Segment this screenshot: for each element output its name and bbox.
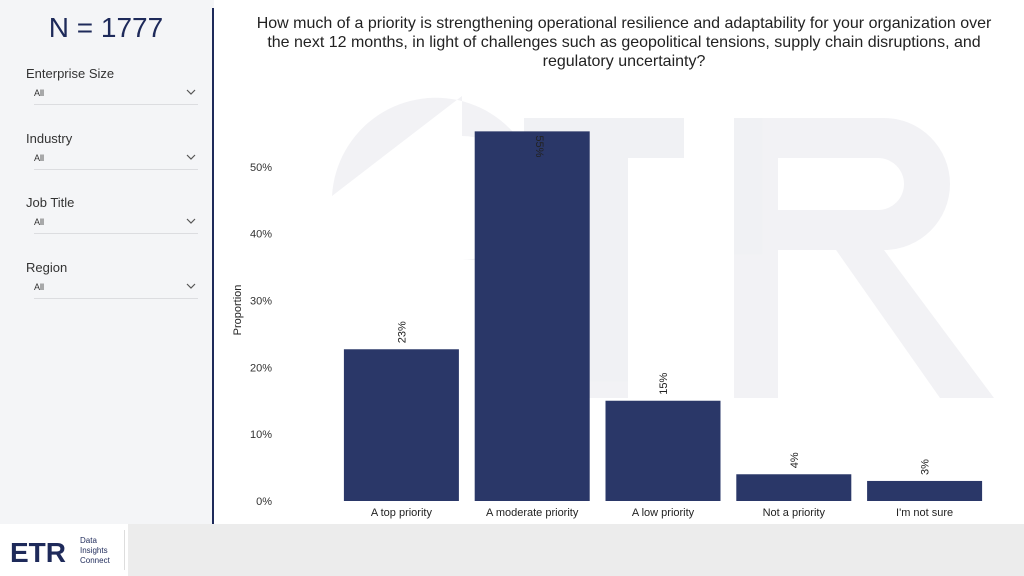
filter-label: Job Title [26, 195, 75, 210]
data-label: 3% [920, 459, 932, 475]
logo-divider [124, 530, 125, 570]
dropdown-value: All [34, 88, 45, 98]
footer-band [128, 524, 1024, 576]
logo-line-3: Connect [80, 556, 111, 565]
logo-mark: ETR [10, 537, 66, 568]
y-tick-label: 10% [250, 429, 272, 441]
chevron-down-icon [186, 218, 196, 224]
enterprise-size-dropdown[interactable]: All [34, 84, 198, 105]
filter-industry: Industry All [26, 131, 198, 170]
bar [474, 131, 590, 501]
x-tick-label: A moderate priority [486, 507, 579, 519]
chevron-down-icon [186, 89, 196, 95]
data-label: 55% [533, 135, 545, 157]
logo-line-2: Insights [80, 546, 108, 555]
y-tick-label: 40% [250, 229, 272, 241]
y-tick-label: 50% [250, 162, 272, 174]
logo-line-1: Data [80, 536, 97, 545]
chart-panel: 0% 10% 20% 30% 40% 50% Proportion A top priorit… [214, 0, 1024, 524]
dropdown-value: All [34, 153, 45, 163]
x-tick-label: I'm not sure [896, 507, 953, 519]
filter-label: Region [26, 260, 68, 275]
bar [867, 480, 983, 501]
footer: ETR Data Insights Connect [0, 524, 1024, 576]
filter-region: Region All [26, 260, 198, 299]
data-label: 4% [789, 452, 801, 468]
x-tick-label: Not a priority [763, 507, 826, 519]
etr-logo: ETR Data Insights Connect [10, 536, 111, 568]
bar [736, 474, 852, 501]
data-label: 15% [658, 373, 670, 395]
filter-label: Industry [26, 131, 73, 146]
data-label: 23% [396, 321, 408, 343]
x-tick-label: A top priority [371, 507, 433, 519]
bar [343, 349, 459, 501]
y-axis-label: Proportion [232, 285, 244, 336]
region-dropdown[interactable]: All [34, 278, 198, 299]
bar [605, 400, 721, 501]
y-tick-label: 20% [250, 362, 272, 374]
job-title-dropdown[interactable]: All [34, 213, 198, 234]
dropdown-value: All [34, 217, 45, 227]
chart-title: How much of a priority is strengthening … [256, 15, 992, 70]
x-tick-label: A low priority [632, 507, 695, 519]
industry-dropdown[interactable]: All [34, 149, 198, 170]
bar-chart: 0% 10% 20% 30% 40% 50% Proportion A top priorit… [232, 96, 994, 519]
dropdown-value: All [34, 282, 45, 292]
chevron-down-icon [186, 154, 196, 160]
filter-enterprise-size: Enterprise Size All [26, 66, 198, 105]
sample-size-label: N = 1777 [48, 12, 164, 43]
filter-label: Enterprise Size [26, 66, 115, 81]
sidebar-divider [212, 8, 214, 524]
filter-sidebar: N = 1777 Enterprise Size All Industry Al… [0, 0, 212, 524]
y-tick-label: 30% [250, 295, 272, 307]
filter-job-title: Job Title All [26, 195, 198, 234]
chevron-down-icon [186, 283, 196, 289]
y-tick-label: 0% [256, 496, 272, 508]
